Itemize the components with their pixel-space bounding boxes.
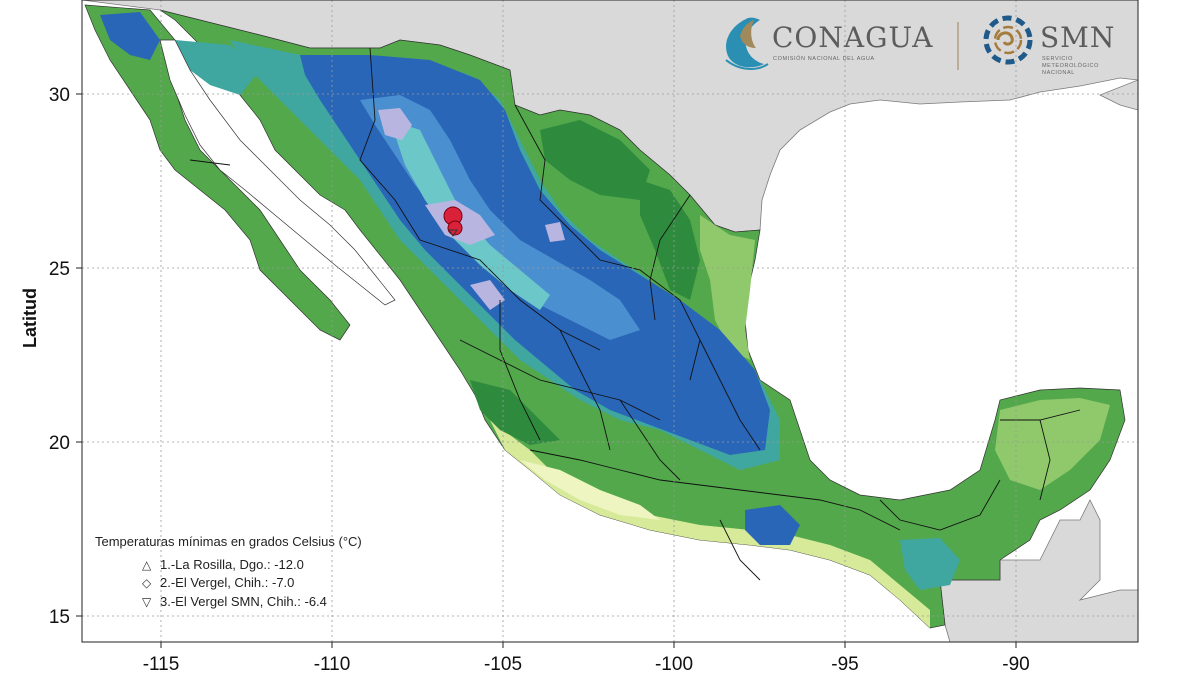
florida-landmass [1099,79,1138,111]
coldest-station-marker [443,206,463,237]
y-tick-label: 25 [49,259,70,280]
gulf-of-california [159,39,396,306]
baja-blue [100,12,160,60]
legend-marker-triangle-down: ▽ [142,595,152,609]
smn-emblem-icon [983,15,1033,65]
legend-marker-triangle-up: △ [142,558,152,572]
conagua-emblem-icon [725,17,769,70]
legend-title: Temperaturas mínimas en grados Celsius (… [95,534,362,549]
gulf-coast-light [700,215,755,360]
dark-green-patch-1 [540,120,650,200]
x-tick-label: -105 [484,654,522,674]
legend-entry: 3.-El Vergel SMN, Chih.: -6.4 [160,594,327,609]
legend: Temperaturas mínimas en grados Celsius (… [95,534,362,609]
smn-name: SMN [1040,21,1115,54]
x-tick-label: -100 [655,654,693,674]
y-tick-label: 15 [49,607,70,628]
cyan-streak [390,120,550,310]
plot-frame [81,0,1139,643]
baja-teal [175,40,260,95]
smn-logo: SMN SERVICIO METEOROLÓGICO NACIONAL [983,15,1115,76]
lavender-cold-1 [378,108,412,140]
south-blue-spot-2 [900,538,960,590]
x-tick-label: -90 [1002,654,1029,674]
x-tick-label: -95 [831,654,858,674]
y-tick-label: 20 [49,433,70,454]
conagua-logo: CONAGUA COMISIÓN NACIONAL DEL AGUA [725,17,933,70]
y-tick-label: 30 [49,85,70,106]
yucatan-light [995,398,1110,490]
lavender-cold-3 [470,280,505,310]
smn-subtitle: NACIONAL [1042,70,1075,76]
x-tick-label: -110 [314,654,351,674]
smn-subtitle: SERVICIO [1042,56,1073,62]
dark-green-patch-2 [640,180,700,300]
baja-california [84,4,351,341]
conagua-subtitle: COMISIÓN NACIONAL DEL AGUA [773,55,875,62]
y-axis-title: Latitud [20,288,40,348]
x-tick-label: -115 [143,654,180,674]
central-america-landmass [939,499,1138,642]
legend-marker-diamond: ◇ [142,576,152,590]
pacific-coast-band [520,460,660,520]
gridlines [82,0,1138,642]
south-blue-spot-1 [745,505,800,545]
tick-marks [76,93,1017,648]
state-borders [189,47,1081,581]
lavender-cold-4 [545,222,565,242]
smn-subtitle: METEOROLÓGICO [1042,62,1099,69]
legend-entry: 2.-El Vergel, Chih.: -7.0 [160,575,294,590]
dark-green-patch-3 [470,380,560,445]
legend-entry: 1.-La Rosilla, Dgo.: -12.0 [160,557,304,572]
conagua-name: CONAGUA [772,21,933,54]
